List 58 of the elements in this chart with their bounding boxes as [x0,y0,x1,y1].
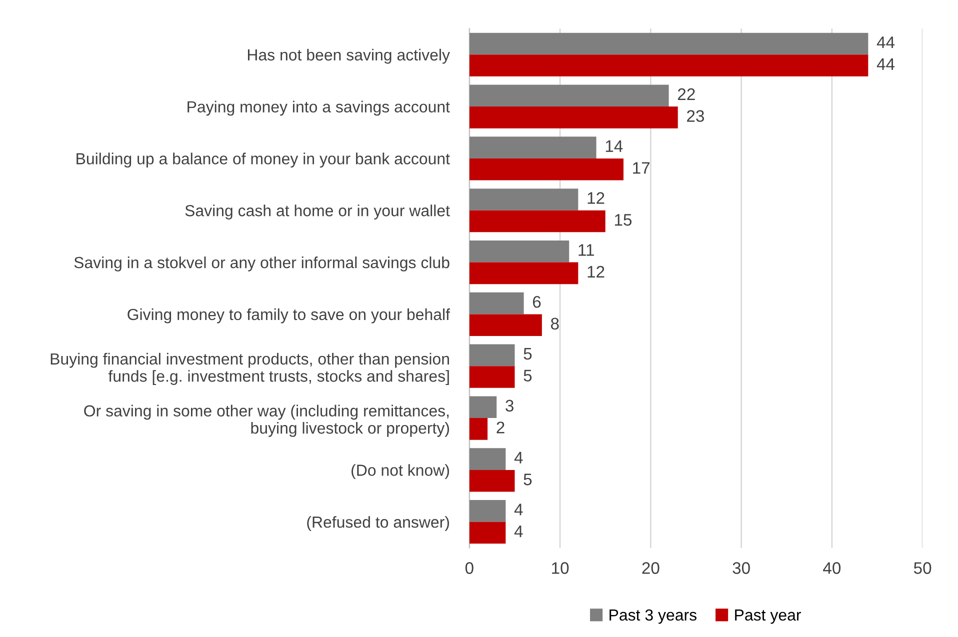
data-label: 17 [633,162,650,174]
data-label: 4 [514,526,523,538]
bar [469,292,524,314]
y-tick-label: Giving money to family to save on your behalf [128,308,450,324]
bar [469,210,606,232]
bar [469,522,506,544]
y-tick-label: Buying financial investment products, other than pension funds [e.g. investment trusts, stocks and shares] [50,352,449,385]
bar [469,366,515,388]
y-tick-label: Paying money into a savings account [188,100,450,116]
bar [469,136,596,158]
data-label: 5 [524,370,532,382]
y-tick-label: Saving cash at home or in your wallet [185,204,450,220]
bar [469,106,678,128]
data-label: 44 [876,58,895,70]
data-label: 3 [506,400,514,412]
data-label: 15 [614,214,632,226]
bar [469,500,506,522]
data-label: 4 [514,452,523,464]
bar [469,418,488,440]
data-label: 22 [678,88,695,100]
data-label: 4 [514,504,523,516]
bar [469,240,570,262]
x-tick-label: 20 [642,562,660,574]
bar [469,470,515,492]
y-tick-label: Saving in a stokvel or any other informal savings club [74,256,450,272]
bar [469,54,868,76]
data-label: 23 [687,110,704,122]
y-tick-label: Building up a balance of money in your bank account [76,152,450,168]
legend-label: Past 3 years [610,609,696,624]
y-tick-label: (Do not know) [352,464,449,480]
data-label: 14 [606,140,623,152]
bar [469,158,624,180]
x-tick-label: 10 [552,562,569,574]
y-tick-label: Or saving in some other way (including remittances, buying livestock or property) [84,404,449,437]
data-label: 5 [524,474,532,486]
data-label: 12 [588,266,604,278]
data-label: 6 [532,296,541,308]
bar [469,32,868,55]
bar [469,314,542,336]
x-tick-label: 50 [914,562,932,574]
data-label: 44 [876,36,895,48]
data-label: 5 [524,348,532,360]
bar [469,396,497,418]
data-label: 12 [588,192,604,204]
y-tick-label: Has not been saving actively [248,48,450,64]
x-tick-label: 30 [732,562,750,574]
x-tick-label: 40 [823,562,841,574]
bar [469,188,578,210]
data-label: 11 [578,244,594,256]
data-label: 8 [550,318,559,330]
y-tick-label: (Refused to answer) [307,516,449,531]
bar [469,262,578,284]
x-tick-label: 0 [465,562,474,574]
bar [469,84,669,107]
data-label: 2 [496,422,504,434]
bar [469,448,506,470]
bar [469,344,515,366]
legend-label: Past year [735,610,801,624]
